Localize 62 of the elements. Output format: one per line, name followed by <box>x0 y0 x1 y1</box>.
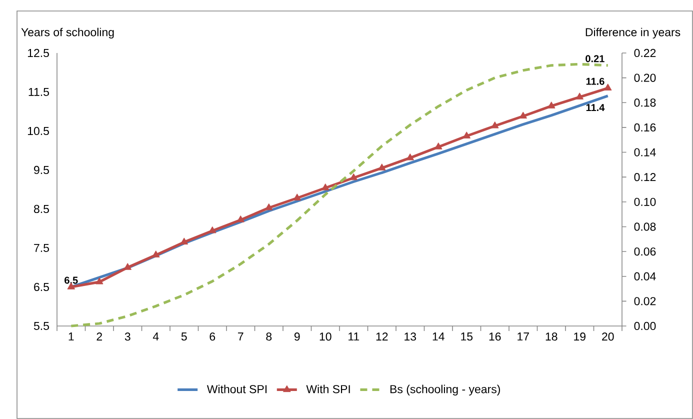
x-tick-label: 9 <box>294 332 300 341</box>
point <box>293 194 302 200</box>
point <box>236 215 245 222</box>
x-tick-label: 19 <box>574 332 586 341</box>
y2-tick-label: 0.04 <box>634 272 656 280</box>
x-tick-label: 20 <box>602 332 614 341</box>
y-tick-label: 12.5 <box>28 48 49 58</box>
x-tick-label: 2 <box>96 332 102 341</box>
point <box>378 164 386 170</box>
data-label: 0.21 <box>586 55 604 62</box>
x-tick-label: 17 <box>518 332 529 340</box>
x-tick-label: 6 <box>210 332 216 341</box>
y-tick-label: 11.5 <box>28 88 49 96</box>
y2-axis-title: Difference in years <box>586 28 680 39</box>
x-tick-label: 15 <box>461 332 473 341</box>
y2-tick-label: 0.20 <box>634 74 656 82</box>
point <box>124 263 132 270</box>
x-tick-label: 14 <box>432 332 444 340</box>
point <box>604 84 612 90</box>
x-tick-label: 13 <box>404 332 416 341</box>
y-tick-label: 8.5 <box>34 204 49 214</box>
point <box>406 153 414 160</box>
y-tick-label: 9.5 <box>34 166 49 174</box>
y2-tick-label: 0.16 <box>634 123 656 132</box>
x-tick-label: 12 <box>376 332 388 341</box>
point <box>321 183 330 190</box>
y-tick-label: 10.5 <box>28 126 49 136</box>
x-tick-label: 3 <box>124 332 130 341</box>
data-label: 6.5 <box>64 276 78 284</box>
y2-tick-label: 0.12 <box>634 173 656 182</box>
point <box>350 173 358 180</box>
x-tick-label: 18 <box>546 332 558 341</box>
y2-tick-label: 0.06 <box>634 247 656 256</box>
point <box>490 121 499 128</box>
point <box>519 112 528 119</box>
legend-label: Bs (schooling - years) <box>390 384 500 396</box>
x-tick-label: 1 <box>68 332 74 340</box>
point <box>180 238 188 244</box>
x-tick-label: 7 <box>238 332 244 340</box>
point <box>576 92 584 100</box>
legend-label: Without SPI <box>206 384 267 394</box>
x-tick-label: 8 <box>266 332 272 341</box>
x-tick-label: 10 <box>320 332 332 341</box>
y-tick-label: 6.5 <box>34 282 49 292</box>
y2-tick-label: 0.10 <box>634 198 656 206</box>
y-tick-label: 7.5 <box>34 244 49 252</box>
x-tick-label: 11 <box>348 332 360 340</box>
legend-label: With SPI <box>306 384 350 394</box>
y2-tick-label: 0.08 <box>634 222 656 231</box>
y2-tick-label: 0.14 <box>634 148 656 156</box>
x-tick-label: 5 <box>181 332 187 341</box>
y2-tick-label: 0.22 <box>634 48 656 58</box>
x-tick-label: 4 <box>152 332 159 340</box>
x-tick-label: 16 <box>489 332 501 341</box>
y-tick-label: 5.5 <box>34 322 49 330</box>
data-label: 11.6 <box>586 78 604 85</box>
y-axis-title: Years of schooling <box>21 28 114 39</box>
y2-tick-label: 0.18 <box>634 98 656 107</box>
point <box>95 277 104 284</box>
y2-tick-label: 0.00 <box>634 322 656 330</box>
y2-tick-label: 0.02 <box>634 297 656 306</box>
data-label: 11.4 <box>586 104 605 111</box>
